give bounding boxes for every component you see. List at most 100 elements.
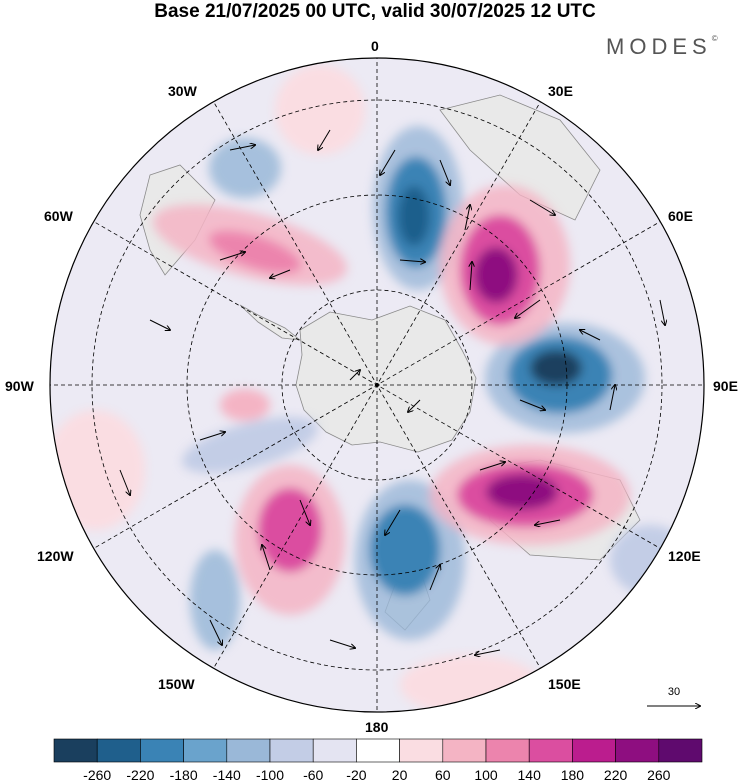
map-disk bbox=[50, 58, 704, 712]
neg-anomaly-100w bbox=[182, 417, 318, 473]
wind-vector bbox=[408, 399, 421, 412]
colorbar-tick-label: -260 bbox=[83, 767, 111, 783]
pos-core-60w bbox=[209, 230, 301, 274]
brand-mark: © bbox=[711, 34, 718, 43]
wind-vector bbox=[470, 262, 472, 291]
lon-label-180: 180 bbox=[365, 719, 389, 735]
pos-core-south-africa-inner bbox=[474, 247, 518, 303]
wind-vector bbox=[329, 639, 355, 648]
wind-vector bbox=[439, 159, 450, 185]
wind-vector bbox=[659, 299, 665, 325]
colorbar-swatch bbox=[183, 738, 228, 763]
wind-vector bbox=[349, 370, 360, 381]
lon-label-30e: 30E bbox=[548, 83, 573, 99]
colorbar-swatch bbox=[226, 738, 271, 763]
colorbar-tick-label: -100 bbox=[256, 767, 284, 783]
wind-vectors bbox=[119, 129, 665, 655]
colorbar-swatch bbox=[269, 738, 314, 763]
anomaly-field bbox=[50, 65, 690, 712]
colorbar-swatch bbox=[658, 738, 703, 763]
wind-vector bbox=[479, 462, 505, 471]
lon-label-60e: 60E bbox=[668, 208, 693, 224]
colorbar-swatch bbox=[96, 738, 141, 763]
lon-label-30w: 30W bbox=[168, 83, 197, 99]
neg-core-indian-inner bbox=[530, 350, 582, 386]
wind-vector bbox=[119, 469, 130, 495]
wind-vector bbox=[149, 319, 170, 330]
pos-anomaly-90w bbox=[50, 410, 145, 530]
lon-label-90e: 90E bbox=[713, 378, 738, 394]
wind-vector bbox=[464, 205, 470, 231]
colorbar-tick-label: 100 bbox=[474, 767, 498, 783]
wind-vector bbox=[535, 519, 561, 525]
colorbar-tick-label: 60 bbox=[435, 767, 451, 783]
wind-vector bbox=[262, 545, 271, 571]
wind-vector bbox=[580, 330, 601, 341]
wind-vector bbox=[429, 565, 440, 591]
lon-label-90w: 90W bbox=[5, 378, 34, 394]
colorbar-swatch bbox=[615, 738, 660, 763]
antarctic-peninsula bbox=[239, 304, 302, 341]
colorbar-tick-label: 260 bbox=[647, 767, 671, 783]
pos-anomaly-100w bbox=[220, 389, 270, 421]
wind-vector bbox=[229, 145, 255, 151]
colorbar-tick-label: -20 bbox=[346, 767, 366, 783]
colorbar-swatch bbox=[442, 738, 487, 763]
lon-label-150e: 150E bbox=[548, 676, 581, 692]
brand-name: MODES bbox=[606, 34, 712, 59]
colorbar-tick-label: 20 bbox=[392, 767, 408, 783]
wind-vector bbox=[529, 199, 555, 215]
colorbar-tick-label: -180 bbox=[170, 767, 198, 783]
brand-logo: MODES© bbox=[606, 34, 718, 60]
neg-anomaly-120w bbox=[190, 550, 240, 650]
wind-vector bbox=[270, 269, 291, 278]
colorbar-swatch bbox=[528, 738, 573, 763]
africa bbox=[439, 94, 601, 221]
wind-vector bbox=[209, 619, 222, 645]
lon-label-120e: 120E bbox=[668, 548, 701, 564]
lon-label-120w: 120W bbox=[37, 548, 74, 564]
colorbar-swatch bbox=[572, 738, 616, 763]
pos-core-south-pacific bbox=[258, 488, 322, 572]
neg-core-south-atlantic-inner bbox=[398, 186, 430, 246]
pole-marker bbox=[375, 383, 379, 387]
colorbar-swatch bbox=[312, 738, 357, 763]
lon-label-60w: 60W bbox=[44, 208, 73, 224]
lon-label-150w: 150W bbox=[158, 676, 195, 692]
wind-vector bbox=[318, 129, 331, 150]
pos-anomaly-150e bbox=[400, 655, 540, 712]
wind-vector bbox=[639, 580, 655, 601]
wind-vector bbox=[609, 385, 615, 411]
colorbar-swatch bbox=[140, 738, 184, 763]
reference-vector-label: 30 bbox=[668, 686, 680, 698]
colorbar-swatch bbox=[399, 738, 444, 763]
colorbar: -260 -220 -180 -140 -100 -60 -20 20 60 100 140 180 2… bbox=[53, 738, 703, 783]
wind-vector bbox=[385, 509, 401, 535]
wind-vector bbox=[219, 252, 245, 261]
map-border bbox=[49, 57, 705, 713]
colorbar-tick-label: 140 bbox=[518, 767, 542, 783]
wind-vector bbox=[380, 149, 396, 175]
colorbar-swatch bbox=[356, 738, 400, 763]
colorbar-tick-label: -220 bbox=[126, 767, 154, 783]
colorbar-swatch bbox=[485, 738, 530, 763]
colorbar-tick-label: -60 bbox=[303, 767, 323, 783]
wind-vector bbox=[299, 499, 310, 525]
pos-anomaly-north-0 bbox=[275, 65, 365, 155]
colorbar-tick-label: 220 bbox=[604, 767, 628, 783]
wind-vector bbox=[515, 299, 541, 318]
wind-vector bbox=[475, 649, 501, 655]
wind-vector bbox=[399, 260, 425, 262]
wind-vector bbox=[519, 399, 545, 410]
colorbar-swatch bbox=[53, 738, 98, 763]
neg-anomaly-30w bbox=[209, 138, 281, 198]
colorbar-tick-label: 180 bbox=[561, 767, 585, 783]
map-title: Base 21/07/2025 00 UTC, valid 30/07/2025… bbox=[154, 1, 596, 22]
lon-label-0: 0 bbox=[371, 38, 379, 54]
lat-circle-outer bbox=[91, 99, 663, 671]
neg-core-pacific bbox=[370, 505, 440, 595]
colorbar-tick-label: -140 bbox=[213, 767, 241, 783]
wind-vector bbox=[199, 432, 225, 441]
pos-core-australia-inner bbox=[486, 474, 558, 510]
